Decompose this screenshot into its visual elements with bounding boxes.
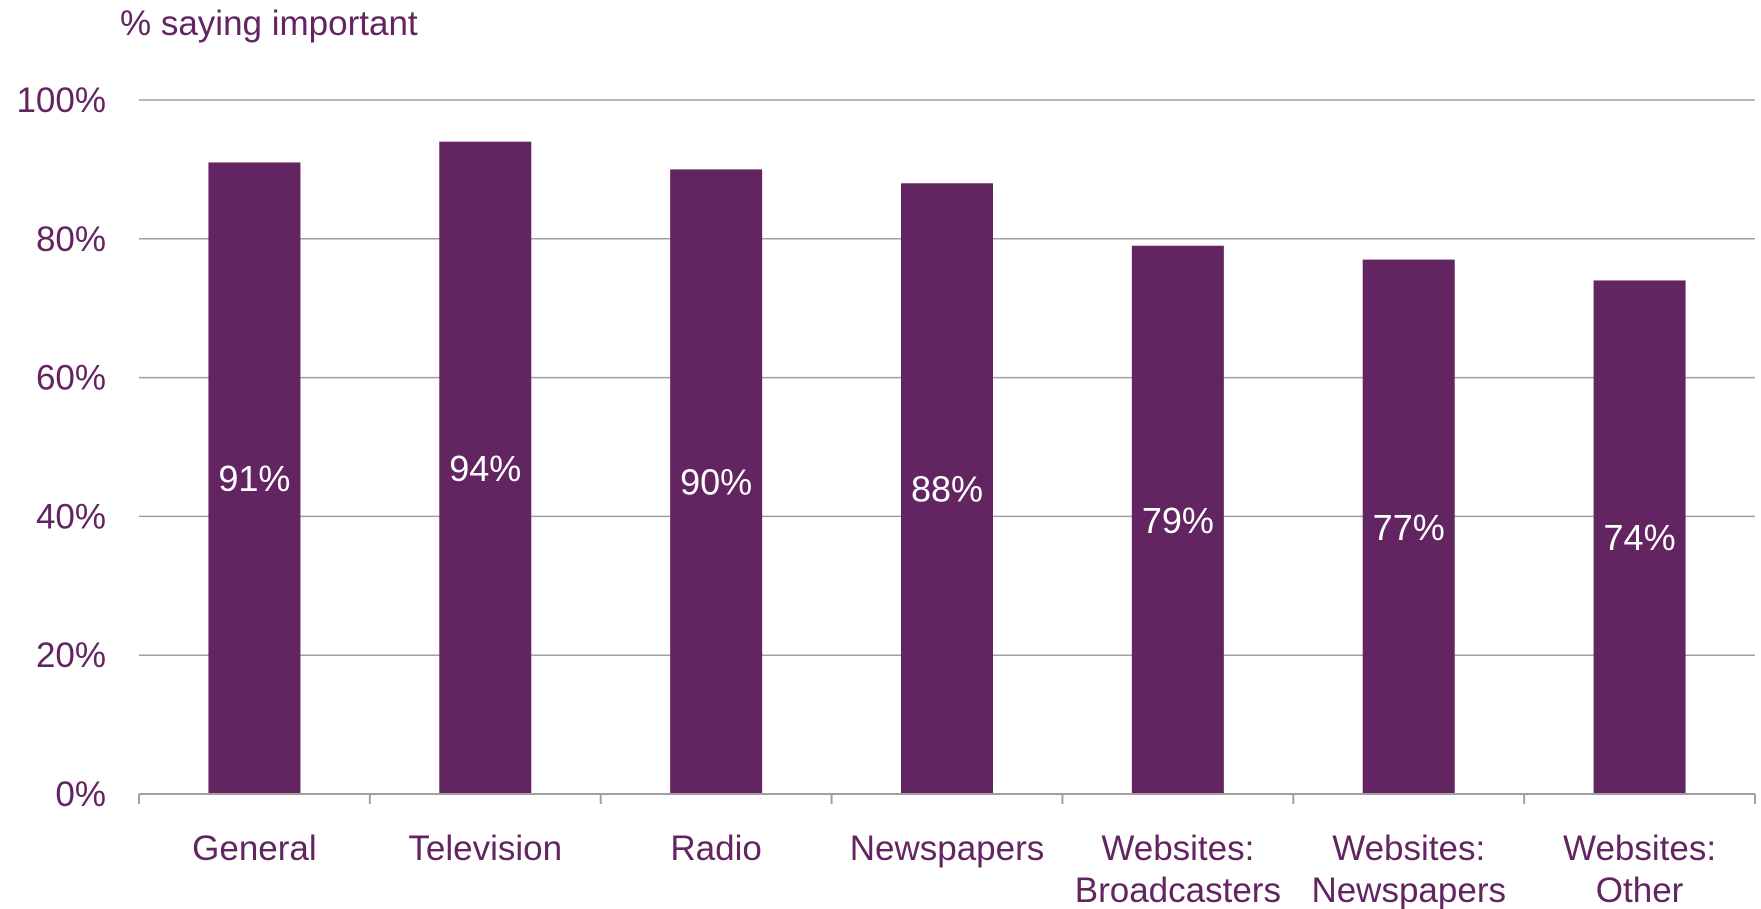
category-labels: General Television Radio Newspapers Websites… [192,829,1716,909]
category-label: Broadcasters [1075,871,1281,909]
data-label: 90% [680,462,752,503]
y-tick-label: 100% [16,81,106,120]
y-tick-label: 40% [36,497,106,536]
data-label: 74% [1604,517,1676,558]
data-labels: 91% 94% 90% 88% 79% 77% 74% [218,448,1675,558]
data-label: 88% [911,469,983,510]
y-tick-label: 80% [36,220,106,259]
bar [439,141,532,794]
data-label: 79% [1142,500,1214,541]
bar [670,169,763,794]
y-tick-label: 0% [55,775,106,814]
y-tick-label: 60% [36,359,106,398]
category-label: Other [1596,871,1684,909]
y-tick-label: 20% [36,636,106,675]
data-label: 77% [1373,507,1445,548]
category-label: Newspapers [1311,871,1506,909]
x-axis [138,793,1756,804]
y-axis-label: % saying important [120,4,418,43]
data-label: 91% [218,458,290,499]
bars [208,141,1686,795]
category-label: Newspapers [850,829,1045,868]
bar [901,183,993,794]
category-label: Websites: [1101,829,1254,868]
category-label: Websites: [1563,829,1716,868]
category-label: Television [408,829,562,868]
y-tick-labels: 0% 20% 40% 60% 80% 100% [16,81,106,814]
bar [1131,245,1224,795]
data-label: 94% [449,448,521,489]
category-label: Websites: [1332,829,1485,868]
bar [1362,259,1455,794]
category-label: General [192,829,317,868]
bar [1593,280,1686,794]
bar [208,162,301,794]
category-label: Radio [670,829,761,868]
